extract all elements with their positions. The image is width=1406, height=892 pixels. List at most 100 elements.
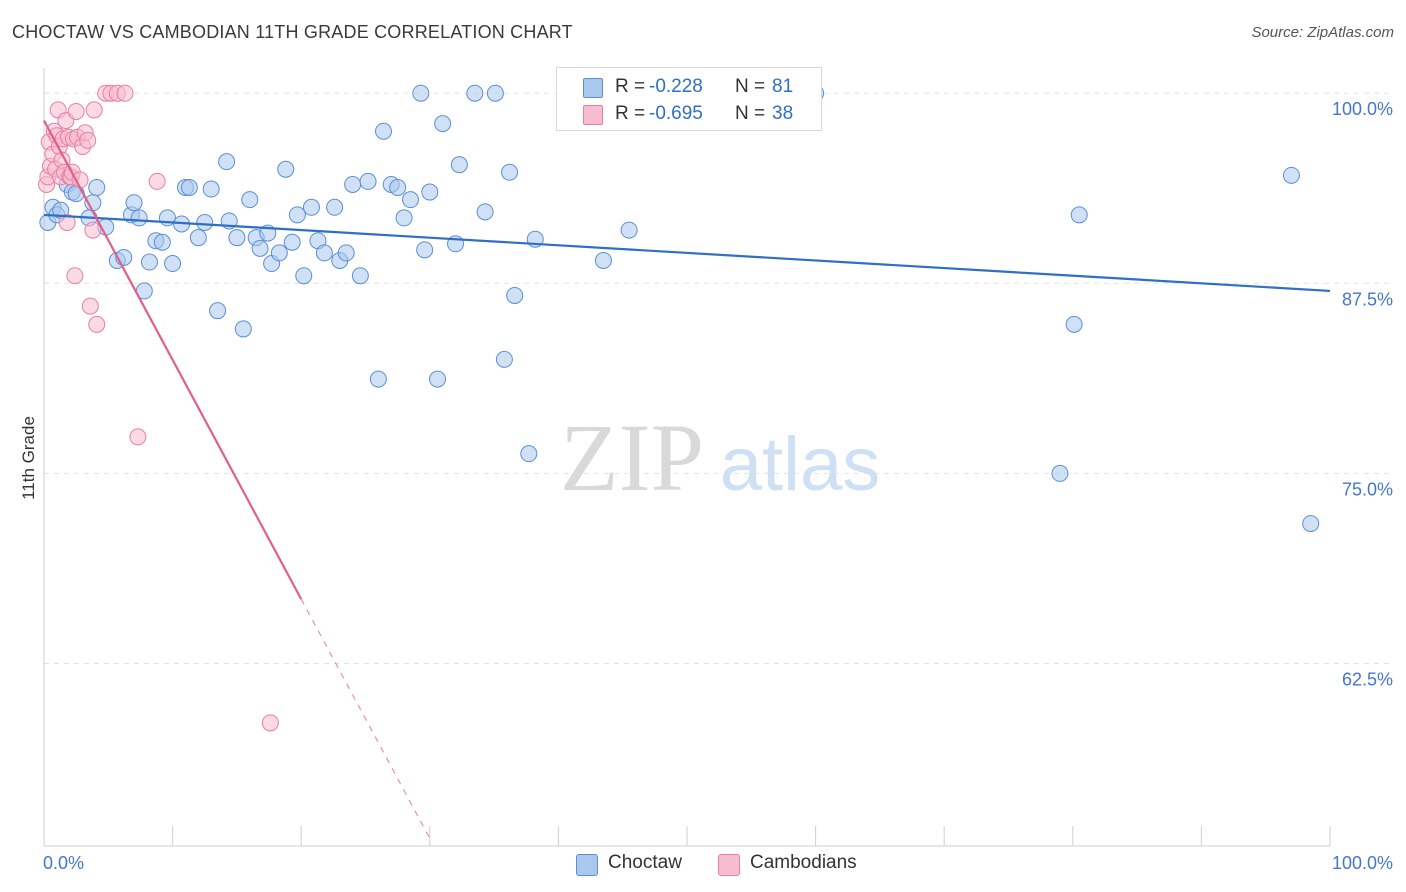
cambodian-point	[129, 428, 147, 446]
axis-layer: 62.5% 75.0% 87.5% 100.0%	[43, 68, 1393, 847]
choctaw-point	[140, 253, 158, 271]
choctaw-point	[180, 178, 198, 196]
choctaw-r-value: -0.228	[649, 76, 703, 97]
choctaw-point	[620, 221, 638, 239]
trend-layer	[43, 120, 1331, 839]
cambodian-point	[58, 213, 76, 231]
choctaw-point	[495, 350, 513, 368]
choctaw-point	[369, 370, 387, 388]
y-tick-label: 100.0%	[1332, 99, 1393, 119]
choctaw-point	[594, 251, 612, 269]
y-tick-label: 75.0%	[1342, 479, 1393, 499]
choctaw-point	[209, 302, 227, 320]
cambodian-point	[79, 131, 97, 149]
choctaw-point	[234, 320, 252, 338]
choctaw-point	[416, 241, 434, 259]
choctaw-point	[251, 239, 269, 257]
legend-choctaw-swatch	[576, 854, 598, 876]
cambodian-point	[116, 84, 134, 102]
cambodian-point	[148, 172, 166, 190]
cambodian-point	[66, 267, 84, 285]
choctaw-point	[375, 122, 393, 140]
cambodian-n-value: 38	[772, 103, 794, 124]
choctaw-point	[1051, 464, 1069, 482]
x-tick-label-min: 0.0%	[43, 853, 84, 873]
choctaw-point	[466, 84, 484, 102]
y-axis-label: 11th Grade	[19, 416, 38, 500]
watermark-zip: ZIP	[560, 404, 704, 511]
watermark-atlas: atlas	[720, 422, 881, 507]
y-tick-label: 62.5%	[1342, 670, 1393, 690]
legend-row-choctaw: R = -0.228 N = 81	[557, 74, 821, 100]
choctaw-point	[218, 153, 236, 171]
cambodian-point	[84, 221, 102, 239]
choctaw-point	[395, 209, 413, 227]
choctaw-point	[506, 286, 524, 304]
choctaw-point	[164, 255, 182, 273]
choctaw-point	[202, 180, 220, 198]
choctaw-point	[421, 183, 439, 201]
choctaw-point	[270, 244, 288, 262]
choctaw-point	[283, 233, 301, 251]
cambodian-point	[261, 714, 279, 732]
choctaw-point	[351, 267, 369, 285]
choctaw-point	[389, 178, 407, 196]
watermark: ZIP atlas	[560, 404, 880, 511]
choctaw-point	[412, 84, 430, 102]
choctaw-point	[153, 233, 171, 251]
choctaw-swatch	[583, 78, 603, 98]
choctaw-point	[295, 267, 313, 285]
choctaw-point	[486, 84, 504, 102]
label-layer: 11th Grade 0.0% 100.0%	[19, 416, 1393, 873]
chart-title: CHOCTAW VS CAMBODIAN 11TH GRADE CORRELAT…	[12, 22, 573, 42]
choctaw-trend-line	[43, 213, 1331, 293]
choctaw-point	[344, 175, 362, 193]
cambodian-point	[88, 315, 106, 333]
cambodian-point	[85, 101, 103, 119]
choctaw-point	[429, 370, 447, 388]
choctaw-point	[130, 209, 148, 227]
cambodian-r-label: R =	[615, 103, 646, 124]
choctaw-point	[402, 191, 420, 209]
choctaw-point	[1070, 206, 1088, 224]
cambodian-point	[67, 102, 85, 120]
points-layer	[38, 84, 1320, 732]
legend-choctaw-label: Choctaw	[608, 852, 682, 873]
choctaw-point	[88, 178, 106, 196]
choctaw-point	[1065, 315, 1083, 333]
choctaw-point	[315, 244, 333, 262]
choctaw-point	[241, 191, 259, 209]
choctaw-point	[501, 163, 519, 181]
y-tick-label: 87.5%	[1342, 289, 1393, 309]
choctaw-point	[125, 194, 143, 212]
choctaw-point	[326, 198, 344, 216]
choctaw-point	[337, 244, 355, 262]
choctaw-n-value: 81	[772, 76, 794, 97]
choctaw-point	[288, 206, 306, 224]
legend-cambodians-label: Cambodians	[750, 852, 857, 873]
choctaw-point	[476, 203, 494, 221]
legend-row-cambodian: R = -0.695 N = 38	[557, 101, 821, 127]
choctaw-point	[520, 445, 538, 463]
choctaw-point	[189, 229, 207, 247]
choctaw-n-label: N =	[735, 76, 766, 97]
cambodian-trend-extension	[300, 598, 431, 839]
choctaw-point	[359, 172, 377, 190]
choctaw-point	[228, 229, 246, 247]
stats-legend: R = -0.228 N = 81 R = -0.695 N = 38	[556, 67, 822, 131]
choctaw-point	[1302, 515, 1320, 533]
series-legend: Choctaw Cambodians	[0, 852, 1406, 878]
choctaw-r-label: R =	[615, 76, 646, 97]
cambodian-point	[81, 297, 99, 315]
choctaw-point	[196, 213, 214, 231]
choctaw-point	[302, 198, 320, 216]
choctaw-point	[434, 115, 452, 133]
cambodian-n-label: N =	[735, 103, 766, 124]
cambodian-r-value: -0.695	[649, 103, 703, 124]
legend-cambodians-swatch	[718, 854, 740, 876]
choctaw-point	[1282, 166, 1300, 184]
choctaw-point	[450, 156, 468, 174]
choctaw-point	[277, 160, 295, 178]
grid-layer	[44, 92, 1393, 665]
